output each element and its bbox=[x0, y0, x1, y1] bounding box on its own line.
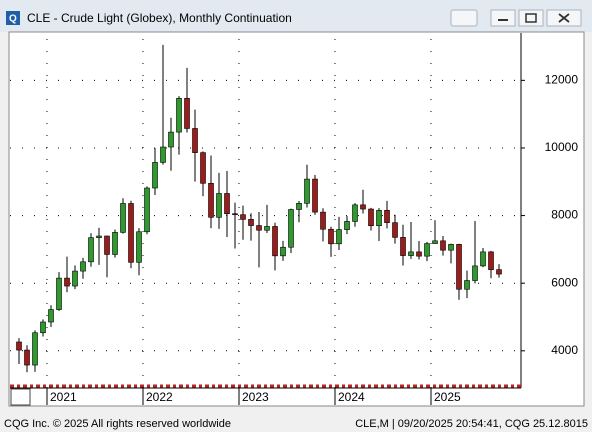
candle-body bbox=[208, 182, 214, 218]
candle-body bbox=[40, 321, 46, 334]
candle-body bbox=[264, 226, 270, 231]
maximize-icon bbox=[525, 13, 537, 23]
candle-body bbox=[304, 178, 310, 204]
candle-body bbox=[192, 128, 198, 153]
window-title: CLE - Crude Light (Globex), Monthly Cont… bbox=[27, 11, 292, 25]
candle-body bbox=[312, 178, 318, 213]
y-tick-label: 12000 bbox=[545, 73, 579, 87]
candle-body bbox=[280, 246, 286, 257]
candle-body bbox=[72, 270, 78, 287]
x-tick-label: 2024 bbox=[338, 390, 365, 404]
status-left: CQG Inc. © 2025 All rights reserved worl… bbox=[4, 418, 231, 430]
x-tick-label: 2025 bbox=[434, 390, 461, 404]
candle-body bbox=[368, 208, 374, 227]
y-tick-label: 8000 bbox=[551, 208, 578, 222]
candle-body bbox=[288, 209, 294, 248]
status-right: CLE,M | 09/20/2025 20:54:41, CQG 25.12.8… bbox=[355, 418, 588, 430]
candle-body bbox=[200, 152, 206, 184]
candle-body bbox=[400, 237, 406, 256]
candle-body bbox=[320, 211, 326, 230]
app-icon bbox=[6, 11, 20, 25]
candle-body bbox=[152, 162, 158, 189]
candle-body bbox=[184, 98, 190, 129]
x-tick-label: 2023 bbox=[242, 390, 269, 404]
candle-body bbox=[160, 146, 166, 163]
candle-body bbox=[64, 277, 70, 287]
link-button[interactable] bbox=[450, 9, 478, 27]
chart-panel bbox=[8, 31, 585, 407]
candle-body bbox=[416, 251, 422, 257]
y-tick-label: 6000 bbox=[551, 275, 578, 289]
candle-body bbox=[112, 232, 118, 255]
candle-body bbox=[472, 265, 478, 281]
candle-body bbox=[384, 210, 390, 223]
candle-body bbox=[136, 231, 142, 263]
candle-body bbox=[456, 244, 462, 290]
candle-body bbox=[120, 203, 126, 233]
candle-body bbox=[352, 204, 358, 222]
candle-body bbox=[24, 349, 30, 366]
candle-body bbox=[424, 243, 430, 257]
candle-body bbox=[344, 221, 350, 230]
candle-body bbox=[408, 251, 414, 256]
app-icon-letter: Q bbox=[9, 14, 17, 25]
candle-body bbox=[232, 213, 238, 216]
x-tick-label: 2022 bbox=[146, 390, 173, 404]
candle-body bbox=[80, 261, 86, 272]
candle-body bbox=[448, 244, 454, 251]
candle-body bbox=[88, 237, 94, 263]
candle-body bbox=[240, 214, 246, 220]
candle-body bbox=[488, 251, 494, 270]
candle-body bbox=[480, 251, 486, 267]
candle-body bbox=[96, 235, 102, 238]
candle-body bbox=[256, 225, 262, 231]
candle-body bbox=[48, 309, 54, 323]
candle-body bbox=[104, 235, 110, 255]
x-tick-label: 2021 bbox=[50, 390, 77, 404]
candle-body bbox=[296, 202, 302, 210]
candle-body bbox=[176, 98, 182, 133]
corner-box bbox=[10, 388, 31, 406]
maximize-button[interactable] bbox=[518, 9, 544, 27]
candle-body bbox=[216, 193, 222, 218]
y-tick-label: 10000 bbox=[545, 140, 579, 154]
minimize-button[interactable] bbox=[490, 9, 516, 27]
candle-body bbox=[336, 229, 342, 245]
candle-body bbox=[360, 204, 366, 210]
candle-body bbox=[168, 131, 174, 148]
candle-body bbox=[224, 193, 230, 215]
candle-body bbox=[328, 228, 334, 245]
close-icon bbox=[558, 13, 570, 23]
candle-body bbox=[440, 240, 446, 251]
candle-body bbox=[376, 210, 382, 227]
candle-body bbox=[32, 332, 38, 366]
y-tick-label: 4000 bbox=[551, 343, 578, 357]
candle-body bbox=[432, 240, 438, 244]
candle-body bbox=[392, 222, 398, 238]
candle-body bbox=[272, 226, 278, 257]
candle-body bbox=[144, 187, 150, 233]
candle-body bbox=[16, 341, 22, 351]
candle-body bbox=[248, 219, 254, 226]
candle-body bbox=[56, 277, 62, 310]
candle-body bbox=[128, 203, 134, 263]
candle-body bbox=[496, 269, 502, 275]
candle-body bbox=[464, 280, 470, 290]
